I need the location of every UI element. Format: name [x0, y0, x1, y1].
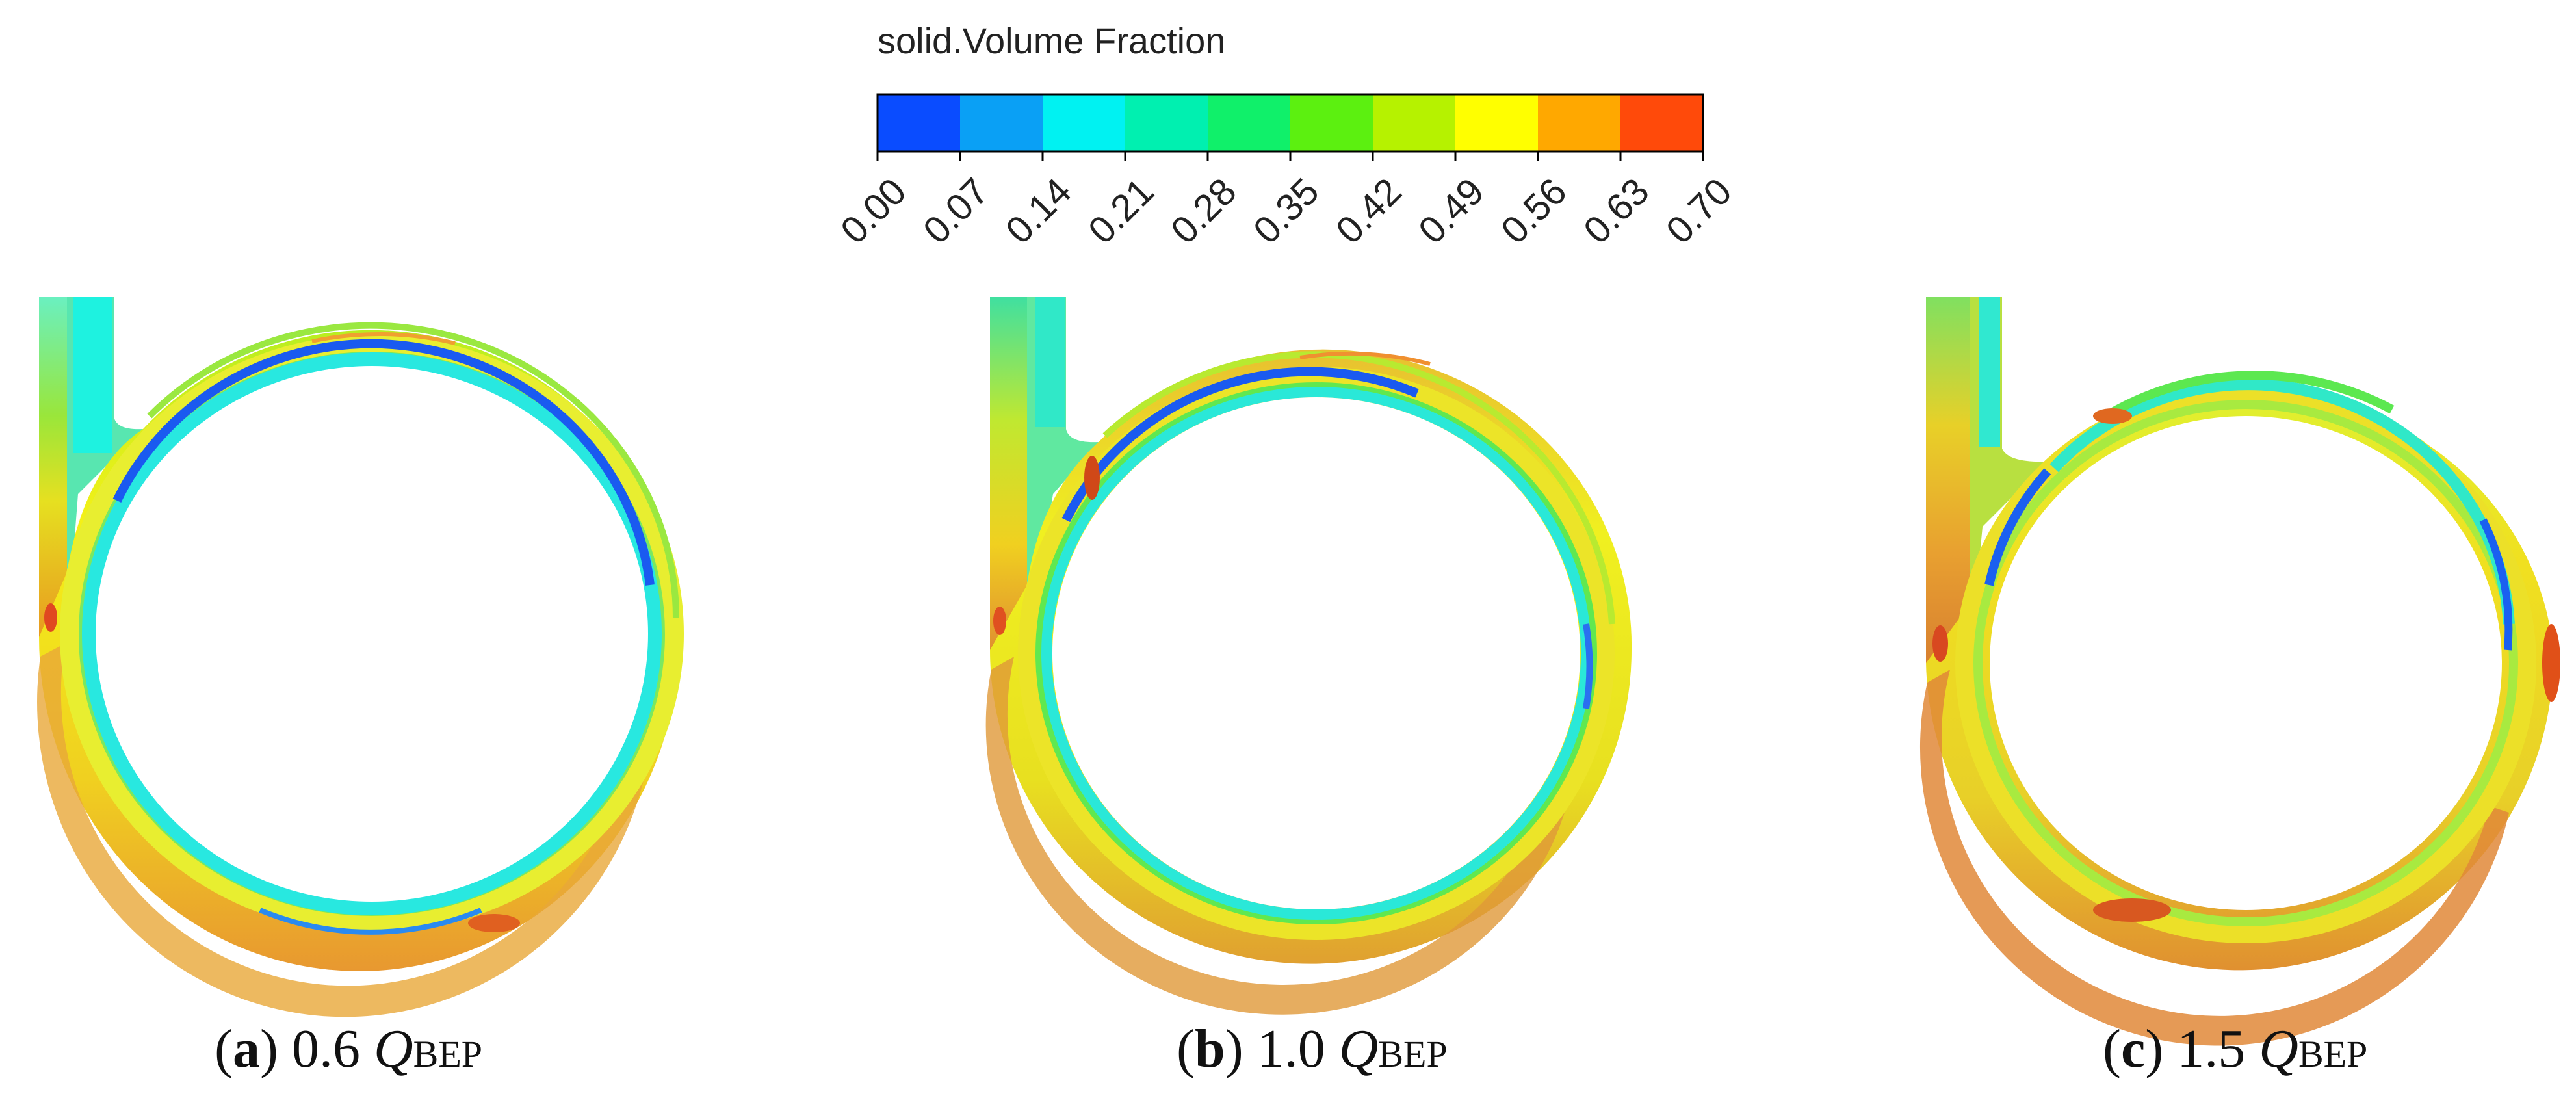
colorbar-tick-label: 0.63 — [1576, 170, 1658, 252]
volute-green-top-c — [2103, 371, 2395, 421]
colorbar-swatch — [1043, 94, 1126, 151]
colorbar-tick-label: 0.56 — [1493, 170, 1575, 252]
contour-panel-a — [37, 297, 684, 1017]
outlet-pipe-b — [990, 297, 1027, 650]
colorbar-swatch — [1373, 94, 1456, 151]
outlet-pipe-a — [39, 297, 67, 637]
colorbar-swatch — [1538, 94, 1621, 151]
volute-mid-band-b — [1018, 367, 1615, 940]
outlet-pipe-c — [1926, 297, 1970, 663]
volute-green-band-c — [1973, 400, 2518, 926]
volute-rim-orange-a — [311, 332, 456, 345]
caption-c-subscript: BEP — [2298, 1033, 2368, 1075]
volute-rim-top-b — [1102, 351, 1615, 625]
impeller-zone-a — [96, 366, 648, 902]
caption-c-symbol: Q — [2259, 1019, 2298, 1079]
colorbar-tick-label: 0.00 — [833, 170, 915, 252]
caption-a-symbol: Q — [373, 1019, 413, 1079]
colorbar-swatches — [878, 94, 1704, 151]
colorbar-ticks: 0.00 0.07 0.14 0.21 0.28 0.35 0.42 0.49 0.56 0.63… — [833, 151, 1740, 252]
caption-a-letter: a — [232, 1019, 260, 1079]
hot-spot-c4 — [2093, 898, 2171, 922]
volute-blue-bottom-a — [259, 908, 482, 935]
colorbar-tick-label: 0.14 — [998, 170, 1080, 252]
colorbar-tick-label: 0.28 — [1163, 170, 1245, 252]
caption-c-letter: c — [2120, 1019, 2146, 1079]
hot-spot-a1 — [44, 603, 57, 632]
volute-blue-right-b — [1583, 623, 1593, 709]
colorbar-tick-label: 0.49 — [1411, 170, 1492, 252]
hot-spot-b2 — [1084, 456, 1100, 500]
impeller-zone-c — [1990, 416, 2502, 910]
colorbar-legend: solid.Volume Fraction 0.00 0.07 0.14 0.21 0.… — [833, 20, 1740, 252]
impeller-zone-b — [1052, 397, 1580, 909]
caption-c-value: 1.5 — [2177, 1019, 2246, 1079]
colorbar-tick-label: 0.70 — [1658, 170, 1740, 252]
hot-spot-c3 — [2093, 408, 2132, 424]
volute-blue-left-c — [1984, 468, 2051, 586]
volute-rim-top-a — [147, 322, 679, 618]
colorbar-swatch — [960, 94, 1043, 151]
colorbar-swatch — [1290, 94, 1373, 151]
volute-cyan-band-a — [82, 352, 662, 915]
colorbar-swatch — [1208, 94, 1291, 151]
volute-mid-band-c — [1955, 383, 2536, 943]
caption-a-value: 0.6 — [291, 1019, 360, 1079]
outlet-pipe-cyan-b — [1035, 297, 1065, 427]
hot-spot-b1 — [993, 607, 1006, 635]
caption-b-letter: b — [1194, 1019, 1225, 1079]
caption-b-subscript: BEP — [1378, 1033, 1448, 1075]
caption-c: (c) 1.5 QBEP — [2103, 1019, 2368, 1079]
colorbar-title: solid.Volume Fraction — [878, 20, 1225, 61]
hot-spot-c2 — [1932, 625, 1948, 662]
volute-blue-arc-a — [112, 339, 655, 586]
volute-rim-orange-b — [1299, 351, 1431, 366]
volute-blue-right-c — [2479, 518, 2513, 651]
caption-b-value: 1.0 — [1256, 1019, 1325, 1079]
colorbar-swatch — [1125, 94, 1208, 151]
contour-panel-c — [1919, 297, 2560, 1046]
caption-b: (b) 1.0 QBEP — [1177, 1019, 1448, 1079]
colorbar-tick-label: 0.07 — [915, 170, 997, 252]
caption-b-symbol: Q — [1338, 1019, 1379, 1079]
hot-spot-c1 — [2542, 624, 2560, 702]
hot-spot-a2 — [468, 914, 520, 932]
colorbar-swatch — [878, 94, 961, 151]
caption-a: (a) 0.6 QBEP — [215, 1019, 483, 1079]
colorbar-tick-label: 0.21 — [1080, 170, 1162, 252]
colorbar-tick-label: 0.35 — [1245, 170, 1327, 252]
caption-a-subscript: BEP — [413, 1033, 483, 1075]
colorbar-swatch — [1620, 94, 1704, 151]
contour-panel-b — [985, 297, 1632, 1015]
outlet-pipe-cyan-a — [73, 297, 112, 453]
colorbar-tick-label: 0.42 — [1328, 170, 1410, 252]
colorbar-swatch — [1455, 94, 1539, 151]
outlet-pipe-cyan-c — [1979, 297, 2000, 447]
